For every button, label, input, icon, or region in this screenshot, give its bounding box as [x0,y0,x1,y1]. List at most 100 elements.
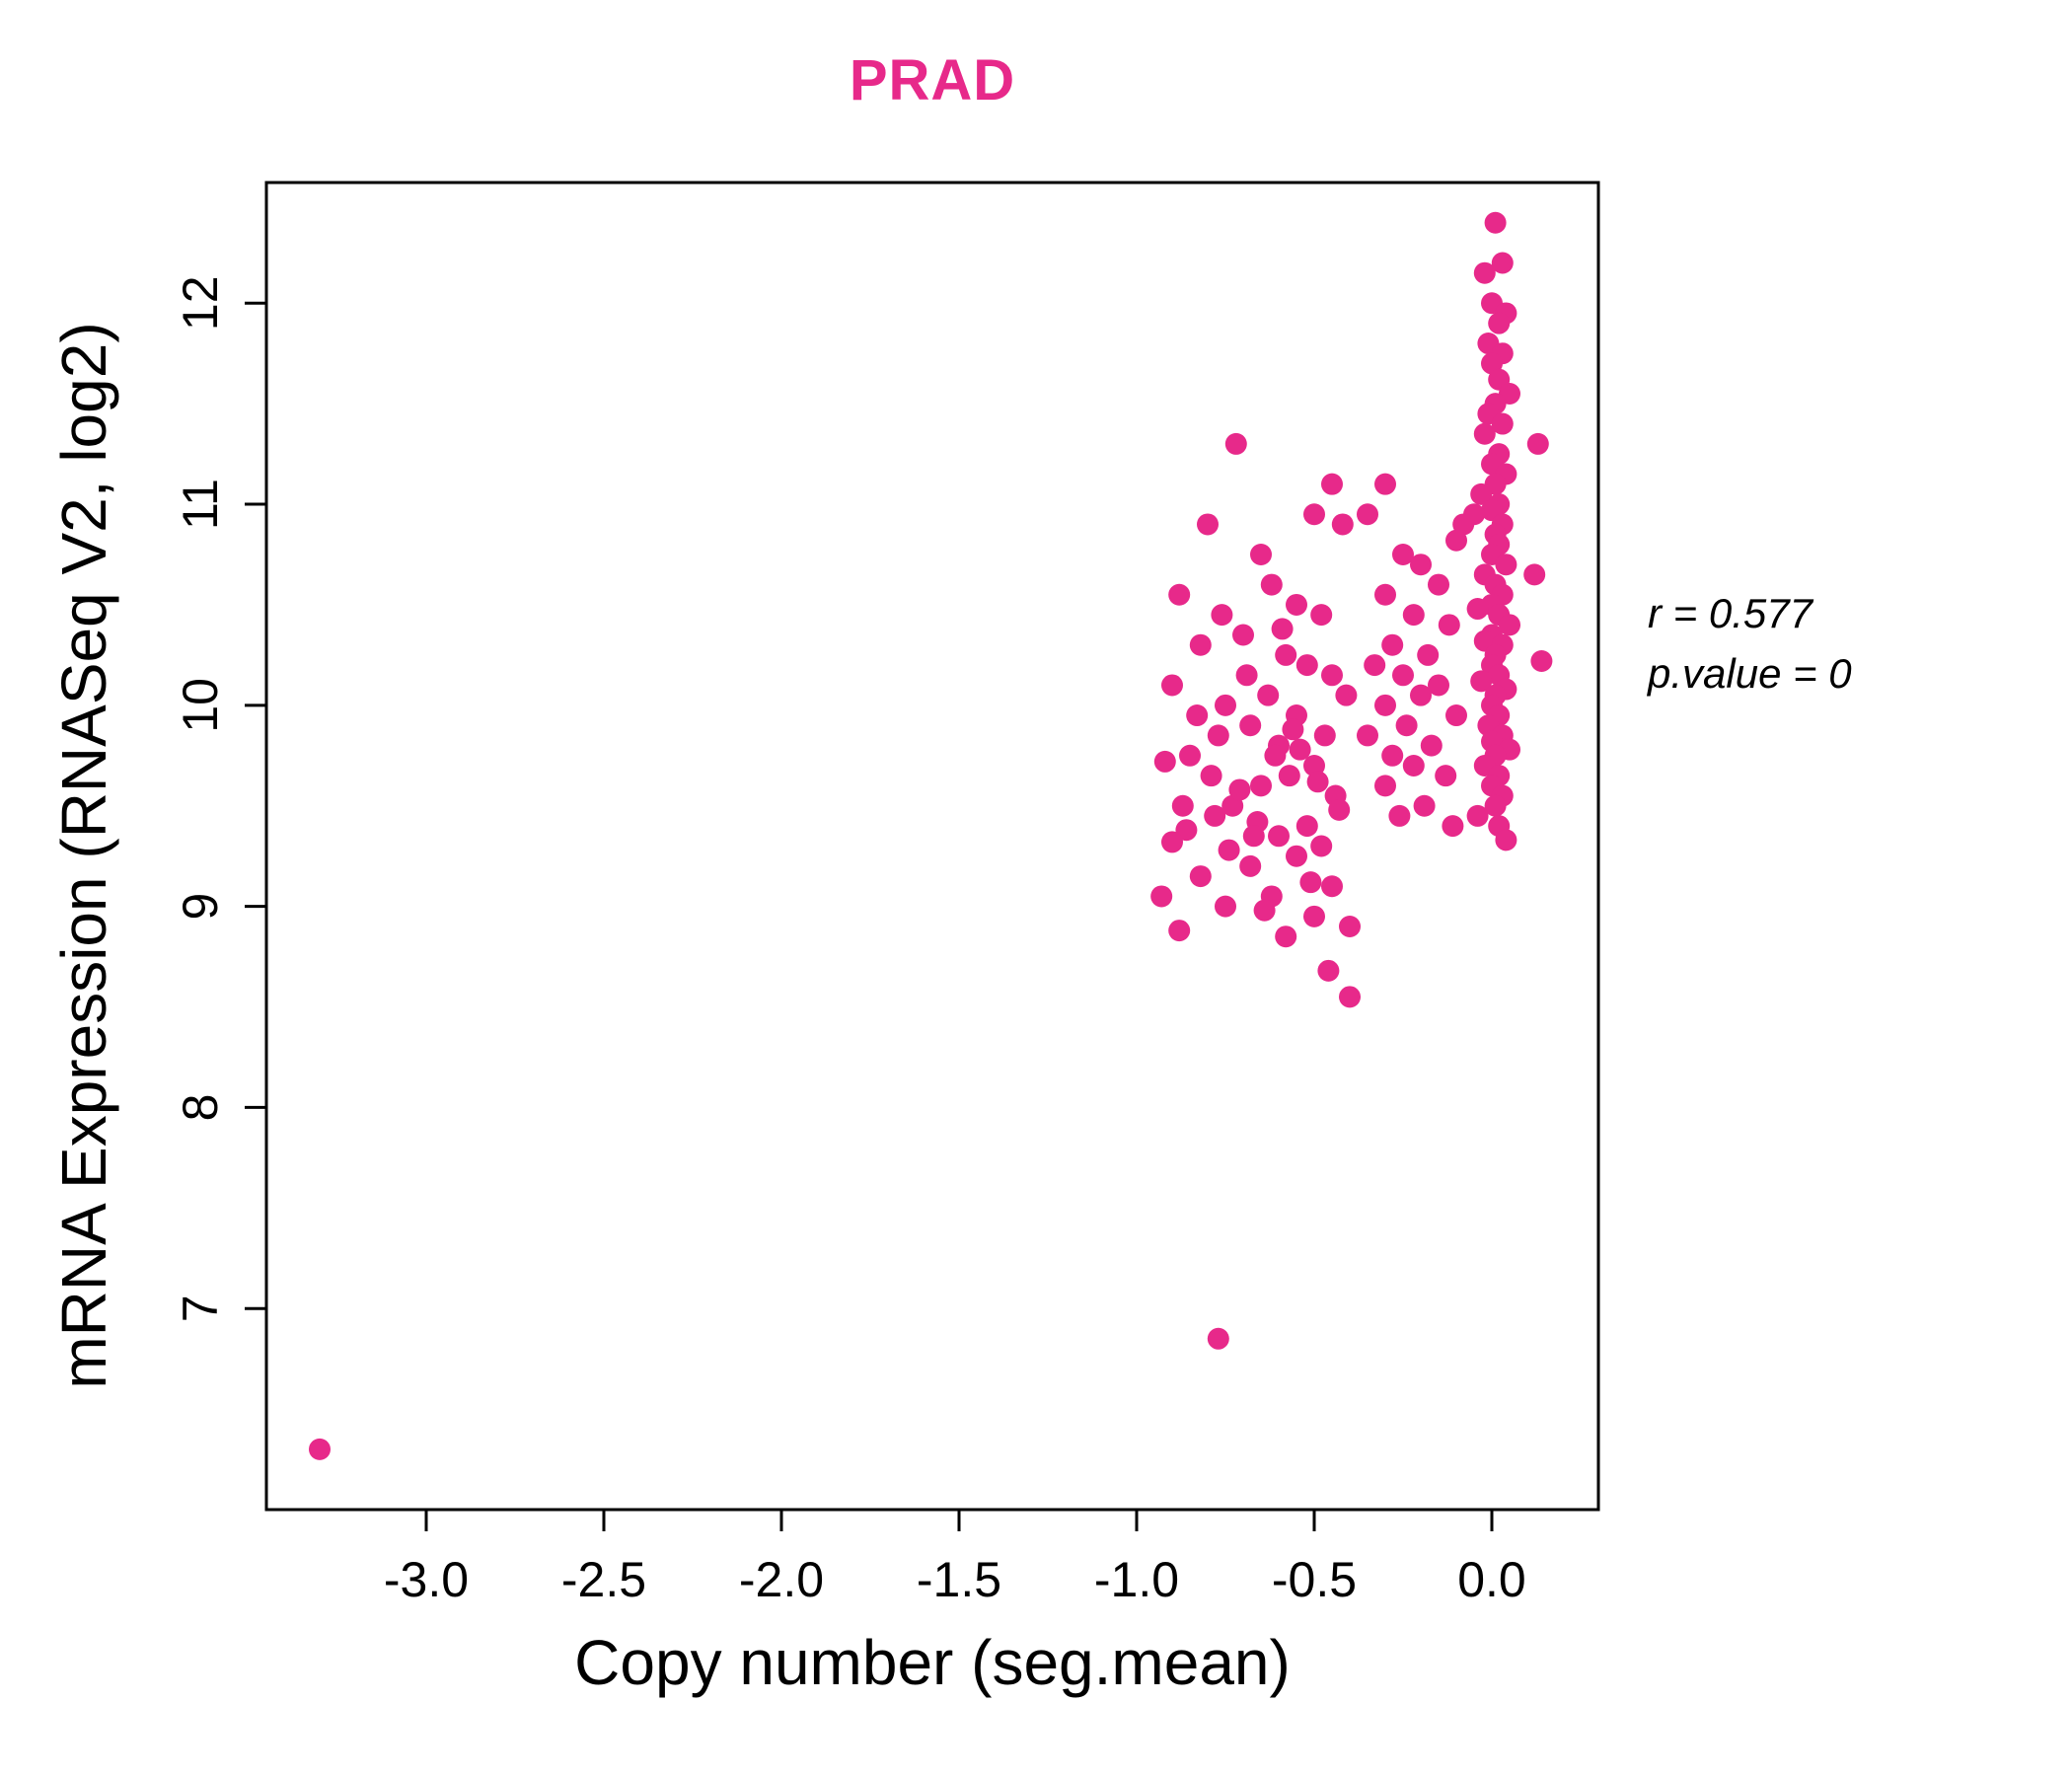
data-point [1310,835,1333,857]
data-point [1295,654,1318,677]
data-point [1224,432,1247,455]
data-point [1268,825,1290,848]
data-point [1339,916,1361,938]
data-point [1491,252,1514,274]
data-point [1275,643,1297,666]
data-point [1313,724,1336,747]
data-point [1168,583,1191,606]
data-point [1374,694,1396,716]
data-point [1328,798,1351,821]
data-point [1282,718,1304,741]
data-point [1317,959,1340,982]
data-point [1473,422,1496,445]
p-value-text: p.value = 0 [1648,649,1852,697]
data-point [1417,643,1440,666]
x-tick-label: -0.5 [1272,1552,1357,1607]
data-point [1232,624,1254,646]
data-point [1161,674,1183,697]
data-point [1197,513,1219,536]
data-point [1473,261,1496,284]
data-point [1264,744,1287,767]
data-point [1275,925,1297,948]
data-point [1466,804,1489,827]
data-point [1239,854,1262,877]
data-point [1335,684,1358,706]
data-point [1207,1327,1229,1350]
y-tick-label: 10 [173,678,228,733]
data-point [1321,473,1343,495]
data-point [1150,885,1173,908]
data-point [1339,986,1361,1008]
data-point [1523,563,1546,586]
plot-area-border [264,181,1600,1512]
data-point [1242,825,1265,848]
data-point [1470,670,1493,693]
data-point [1186,704,1209,727]
data-point [1374,775,1396,797]
data-point [1257,684,1280,706]
data-point [1295,815,1318,838]
data-point [1286,593,1307,616]
x-tick-label: 0.0 [1457,1552,1526,1607]
data-point [1299,871,1322,894]
data-point [1211,604,1233,627]
data-point [1495,554,1517,576]
data-point [1239,714,1262,737]
x-tick-label: -2.0 [739,1552,824,1607]
data-point [1321,664,1343,687]
data-point [1204,804,1226,827]
data-point [1303,503,1325,526]
correlation-annotation: r = 0.577 p.value = 0 [1648,584,1852,704]
data-point [1428,674,1449,697]
data-point [1200,765,1222,787]
data-point [1357,724,1378,747]
data-point [1161,831,1183,853]
data-point [1470,482,1493,505]
x-axis-label: Copy number (seg.mean) [574,1627,1291,1698]
x-tick-label: -1.0 [1094,1552,1179,1607]
data-point [1530,650,1553,673]
data-point [1392,664,1414,687]
data-point [1171,794,1194,817]
x-tick-label: -1.5 [917,1552,1001,1607]
data-point [1395,714,1418,737]
data-point [1410,554,1432,576]
data-point [1260,573,1283,596]
data-point [1306,771,1329,793]
data-point [1442,815,1464,838]
data-point [1402,754,1425,777]
data-point [1491,412,1514,435]
data-point [1215,895,1236,918]
data-point [1289,738,1311,761]
data-point [1271,618,1294,640]
data-point [1215,694,1236,716]
data-point [309,1438,331,1460]
data-point [1445,529,1467,552]
data-point [1484,211,1507,234]
data-point [1175,819,1198,842]
data-point [1428,573,1449,596]
data-point [1381,633,1404,656]
x-tick-label: -3.0 [384,1552,469,1607]
data-point [1303,905,1325,927]
data-point [1357,503,1378,526]
data-point [1445,704,1467,727]
data-point [1420,734,1443,757]
data-point [1364,654,1386,677]
data-point [1484,794,1507,817]
y-tick-label: 7 [173,1295,228,1322]
data-point [1331,513,1354,536]
data-point [1253,899,1276,922]
data-point [1228,778,1251,801]
data-point [1466,598,1489,621]
data-point [1179,744,1201,767]
y-tick-label: 12 [173,275,228,331]
data-point [1438,614,1460,636]
data-point [1402,604,1425,627]
data-point [1499,614,1520,636]
y-tick-label: 8 [173,1094,228,1122]
data-point [1374,473,1396,495]
data-point [1235,664,1258,687]
data-point [1374,583,1396,606]
